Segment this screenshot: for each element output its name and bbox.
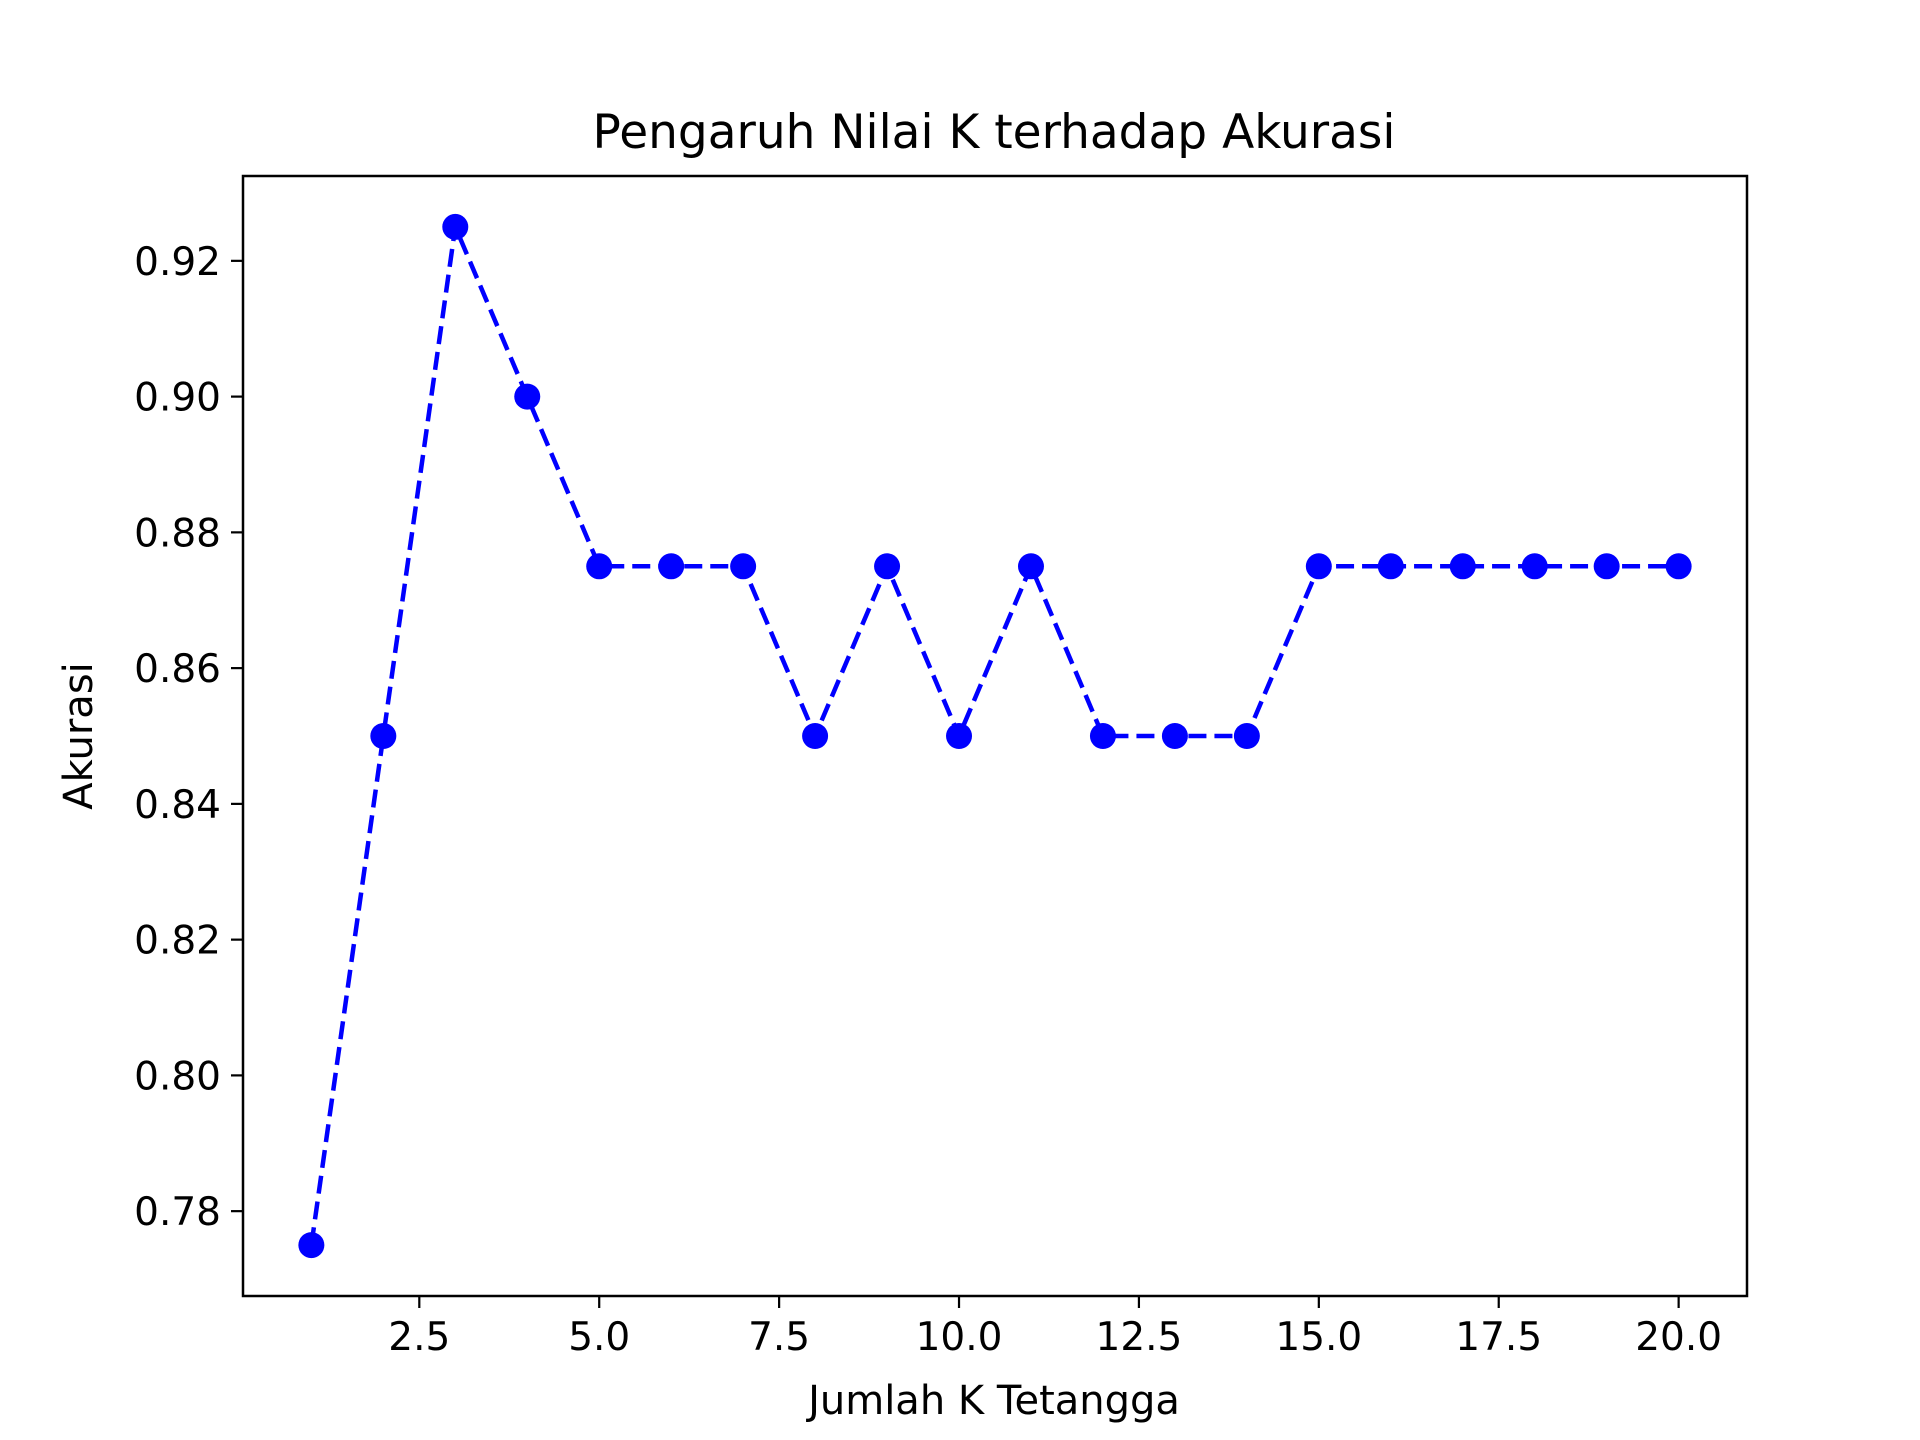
plot-series [298,213,1692,1259]
y-axis-label: Akurasi [56,662,102,810]
data-point [1665,553,1692,580]
data-point [1377,553,1404,580]
x-tick-label: 10.0 [916,1315,1003,1360]
y-axis-ticks: 0.78 0.80 0.82 0.84 0.86 0.88 0.90 0.92 [134,240,243,1235]
x-tick-label: 17.5 [1455,1315,1542,1360]
plot-frame [241,174,1749,1298]
data-point [1593,553,1620,580]
x-axis-ticks: 2.5 5.0 7.5 10.0 12.5 15.0 17.5 20.0 [388,1296,1722,1360]
y-tick-label: 0.86 [134,647,221,692]
y-tick-label: 0.82 [134,919,221,964]
data-point [442,213,469,240]
data-point [802,723,829,749]
chart-title: Pengaruh Nilai K terhadap Akurasi [593,105,1396,160]
data-point [946,723,973,749]
data-point [514,383,541,410]
data-point [1449,553,1476,580]
y-tick-label: 0.84 [134,783,221,828]
y-tick-label: 0.78 [134,1190,221,1235]
data-point [586,553,613,580]
x-tick-label: 12.5 [1096,1315,1183,1360]
data-point [1233,723,1260,749]
data-point [298,1232,325,1259]
data-point [1161,723,1188,749]
y-tick-label: 0.92 [134,240,221,285]
data-point [1305,553,1332,580]
data-point [1017,553,1044,580]
data-point [874,553,901,580]
data-point [730,553,757,580]
x-tick-label: 7.5 [748,1315,810,1360]
y-tick-label: 0.90 [134,376,221,421]
data-point [370,723,397,749]
y-tick-label: 0.88 [134,511,221,556]
data-point [1521,553,1548,580]
x-tick-label: 2.5 [388,1315,450,1360]
data-point [1089,723,1116,749]
data-point [658,553,685,580]
y-tick-label: 0.80 [134,1054,221,1099]
x-axis-label: Jumlah K Tetangga [805,1378,1180,1424]
x-tick-label: 15.0 [1275,1315,1362,1360]
x-tick-label: 20.0 [1635,1315,1722,1360]
x-tick-label: 5.0 [568,1315,630,1360]
